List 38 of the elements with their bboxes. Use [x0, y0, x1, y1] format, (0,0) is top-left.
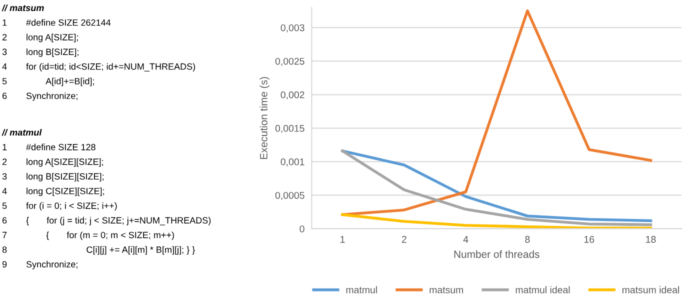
text: // matsum [2, 4, 44, 12]
text: 4 for (id=tid; id<SIZE; id+=NUM_THREADS) [2, 63, 196, 72]
text: 3 long B[SIZE]; [2, 48, 78, 57]
y-tick-label: 0,001 [280, 158, 304, 166]
text: 6 Synchronize; [2, 92, 78, 101]
text: 4 long C[SIZE][SIZE]; [2, 188, 104, 196]
x-tick-label: 16 [584, 236, 594, 243]
legend-label: matsum ideal [622, 286, 679, 294]
legend-label: matmul ideal [516, 286, 570, 294]
text: // matmul [2, 129, 42, 136]
y-tick-label: 0,002 [280, 91, 304, 100]
text: 5 for (i = 0; i < SIZE; i++) [2, 202, 117, 211]
text: 7 { for (m = 0; m < SIZE; m++) [2, 232, 174, 240]
x-tick-label: 1 [340, 236, 345, 243]
legend-label: matmul [346, 286, 377, 294]
text: 1 #define SIZE 262144 [2, 19, 111, 26]
line-series [341, 213, 652, 229]
x-tick-label: 4 [463, 236, 468, 243]
text: 9 Synchronize; [2, 260, 78, 270]
x-axis-title: Number of threads [454, 250, 540, 258]
y-tick-label: 0 [300, 225, 304, 232]
text: 1 #define SIZE 128 [2, 144, 96, 150]
y-tick-label: 0,003 [280, 24, 304, 32]
y-tick-label: 0,0005 [275, 192, 304, 200]
text: 3 long B[SIZE][SIZE]; [2, 172, 104, 182]
x-tick-label: 8 [525, 236, 530, 243]
text: 2 long A[SIZE][SIZE]; [2, 158, 103, 167]
legend-label: matsum [430, 286, 464, 294]
y-axis-title: Execution time (s) [260, 77, 270, 159]
y-tick-label: 0,0025 [275, 58, 304, 66]
x-tick-label: 2 [402, 236, 406, 243]
text: 5 A[id]+=B[id]; [2, 78, 94, 86]
text: 8 C[i][j] += A[i][m] * B[m][j]; } } [2, 246, 195, 255]
x-tick-label: 18 [646, 236, 656, 243]
text: 6 { for (j = tid; j < SIZE; j+=NUM_THREADS) [2, 216, 211, 226]
text: 2 long A[SIZE]; [2, 34, 78, 42]
y-tick-label: 0,0015 [275, 124, 304, 133]
line-series [341, 9, 652, 216]
